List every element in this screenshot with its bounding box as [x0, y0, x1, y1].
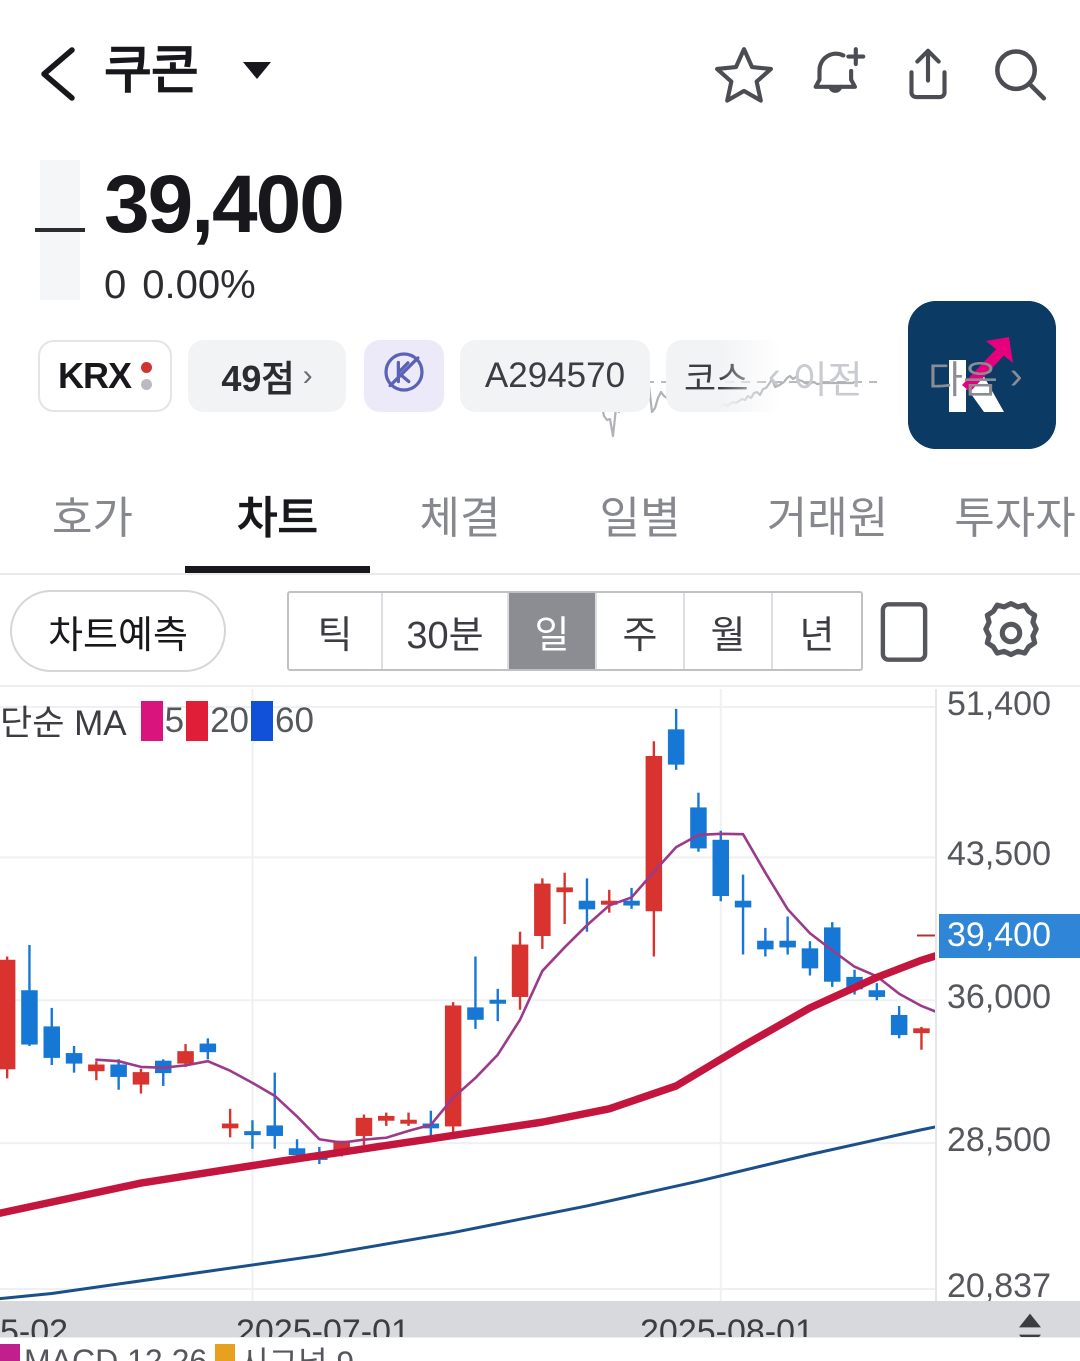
- tab-3[interactable]: 일별: [550, 455, 730, 573]
- macd-indicator-strip[interactable]: MACD 12 26 시그널 9: [0, 1337, 1080, 1361]
- price-flat-indicator: [35, 160, 85, 300]
- favorite-star-icon[interactable]: [702, 36, 786, 114]
- next-stock-label: 다음: [928, 359, 998, 402]
- tab-label: 호가: [52, 494, 133, 543]
- search-icon[interactable]: [978, 36, 1062, 114]
- chart-toolbar: 차트예측 틱 30분 일 주 월 년: [0, 577, 1080, 687]
- section-tabs: 호가 차트 체결 일별 거래원 투자자: [0, 455, 1080, 575]
- price-axis-tick: 28,500: [947, 1121, 1051, 1160]
- ma-legend-prefix: 단순 MA: [0, 704, 127, 743]
- ma5-color-swatch: [140, 700, 163, 741]
- price-axis-tick: 51,400: [947, 685, 1051, 723]
- interval-틱[interactable]: 틱: [289, 593, 383, 669]
- ma60-period: 60: [275, 700, 314, 740]
- interval-월[interactable]: 월: [685, 593, 773, 669]
- tab-label: 거래원: [766, 494, 889, 543]
- tab-label: 투자자: [954, 494, 1076, 543]
- share-icon[interactable]: [886, 36, 970, 114]
- interval-30분[interactable]: 30분: [383, 593, 509, 669]
- chip-stock-code[interactable]: A294570: [460, 340, 650, 412]
- company-logo: [908, 301, 1056, 449]
- chart-predict-button[interactable]: 차트예측: [10, 590, 226, 672]
- back-chevron-icon[interactable]: [34, 44, 84, 104]
- ma60-color-swatch: [251, 700, 274, 741]
- tab-0[interactable]: 호가: [0, 455, 185, 573]
- price-change-percent: 0.00%: [142, 263, 256, 307]
- ma20-period: 20: [210, 700, 250, 740]
- tab-5[interactable]: 투자자: [925, 455, 1080, 573]
- next-stock-button[interactable]: 다음 ›: [928, 340, 1023, 412]
- ma5-period: 5: [164, 700, 185, 740]
- caret-down-icon[interactable]: [243, 62, 271, 79]
- quote-summary: 39,400 0 0.00%: [0, 145, 1080, 449]
- price-axis-tick: 43,500: [947, 835, 1051, 874]
- price-axis[interactable]: 51,400 43,500 39,400 36,000 28,500 20,837: [935, 685, 1080, 1305]
- active-tab-indicator: [185, 566, 370, 573]
- price-chart[interactable]: 단순 MA 5 20 60 51,400 43,500 39,400 36,000 28…: [0, 685, 1080, 1305]
- current-price-badge: 39,400: [939, 913, 1080, 958]
- krx-status-dots: [141, 362, 152, 390]
- chip-krx-label: KRX: [57, 355, 132, 396]
- macd-legend: MACD 12 26 시그널 9: [0, 1338, 354, 1361]
- chart-settings-gear-icon[interactable]: [975, 597, 1047, 669]
- ma-legend: 단순 MA 5 20 60: [0, 695, 316, 746]
- tab-2[interactable]: 체결: [370, 455, 550, 573]
- tab-4[interactable]: 거래원: [730, 455, 925, 573]
- price-axis-tick: 36,000: [947, 978, 1051, 1017]
- prev-stock-label: 이전: [792, 359, 863, 402]
- price-axis-tick: 20,837: [947, 1267, 1051, 1305]
- macd-label: MACD 12 26: [24, 1342, 208, 1361]
- candlestick-plot-area[interactable]: [0, 689, 935, 1301]
- phone-rotate-icon[interactable]: [875, 599, 933, 665]
- chevron-left-icon: ‹: [768, 354, 781, 397]
- top-navigation-bar: 쿠콘: [0, 0, 1080, 145]
- current-price: 39,400: [104, 159, 345, 250]
- price-change-value: 0: [104, 263, 127, 307]
- info-chip-row: KRX 49점 › A294570 코스 ‹ 이전: [0, 340, 1080, 420]
- tab-label: 체결: [419, 494, 501, 543]
- tab-label: 일별: [599, 494, 681, 543]
- chip-krx[interactable]: KRX: [38, 340, 172, 412]
- chip-score-label: 49점: [221, 358, 295, 399]
- page-title[interactable]: 쿠콘: [104, 42, 199, 100]
- interval-주[interactable]: 주: [597, 593, 685, 669]
- chip-score[interactable]: 49점 ›: [188, 340, 346, 412]
- macd-signal-label: 시그널 9: [239, 1338, 354, 1361]
- price-change-row: 0 0.00%: [104, 258, 256, 312]
- interval-일[interactable]: 일: [509, 593, 597, 669]
- chip-market[interactable]: 코스: [666, 340, 786, 412]
- tab-label: 차트: [237, 494, 318, 543]
- chip-stock-code-label: A294570: [484, 356, 626, 395]
- chip-market-label: 코스: [684, 359, 749, 399]
- alert-bell-add-icon[interactable]: [794, 36, 878, 114]
- interval-년[interactable]: 년: [799, 614, 835, 657]
- interval-segmented-control: 틱 30분 일 주 월 년: [287, 591, 863, 671]
- prev-stock-button[interactable]: ‹ 이전: [768, 340, 863, 412]
- chevron-right-icon: ›: [1009, 354, 1023, 397]
- ma20-color-swatch: [186, 700, 209, 741]
- topbar-actions: [702, 36, 1062, 114]
- circled-k-slash-icon: [378, 346, 430, 407]
- tab-1[interactable]: 차트: [185, 455, 370, 573]
- chevron-right-icon: ›: [302, 359, 313, 392]
- chip-circled-k-toggle[interactable]: [364, 340, 444, 412]
